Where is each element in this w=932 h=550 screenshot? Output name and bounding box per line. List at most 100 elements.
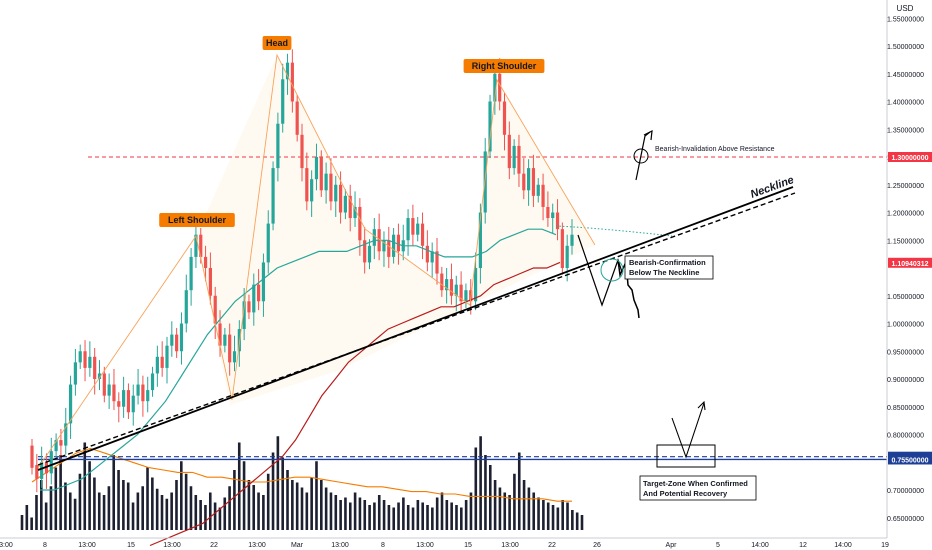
volume-bar — [165, 498, 169, 530]
candle-body — [478, 212, 482, 268]
head-label-box — [262, 36, 292, 50]
candle-body — [160, 356, 164, 368]
candle-body — [49, 451, 53, 474]
volume-bar — [421, 502, 424, 530]
confirmation-circle — [600, 258, 624, 282]
candle-body — [329, 173, 333, 202]
volume-bar — [566, 502, 569, 530]
candle-body — [203, 256, 208, 268]
candle-body — [44, 462, 49, 474]
candle-body — [150, 373, 155, 391]
price-tick-label: 1.05000000 — [887, 294, 924, 301]
candle-body — [338, 184, 343, 213]
volume-bar — [513, 473, 516, 530]
time-axis[interactable]: 13:00 8 13:00 15 13:00 22 13:00 Mar 13:00 8 13:00 1… — [0, 537, 889, 549]
candle-body — [247, 301, 251, 313]
time-tick-label: 26 — [593, 542, 601, 549]
volume-bar — [344, 497, 347, 530]
candle-body — [565, 245, 569, 268]
candle-body — [464, 290, 468, 302]
invalidation-circle — [633, 148, 649, 164]
candle-body — [334, 184, 338, 202]
candle-body — [30, 445, 34, 468]
volume-bar — [334, 495, 338, 530]
candle-body — [555, 212, 560, 230]
candle-body — [536, 184, 540, 196]
candle-body — [531, 168, 536, 196]
recovery-path — [671, 402, 705, 459]
candle-body — [459, 284, 463, 302]
candle-body — [184, 290, 188, 324]
time-tick-label: 8 — [43, 542, 47, 549]
candle-body — [93, 356, 97, 379]
candle-body — [502, 101, 507, 135]
candle-body — [363, 240, 367, 263]
candle-body — [473, 268, 478, 302]
price-tick-label: 1.35000000 — [887, 127, 924, 134]
volume-bar — [257, 492, 260, 530]
volume-bar — [517, 452, 521, 530]
candle-body — [112, 384, 116, 402]
volume-bar — [237, 442, 241, 530]
candle-body — [165, 345, 169, 368]
volume-bar — [310, 477, 313, 530]
confirmation-box — [624, 255, 714, 280]
volume-bar — [59, 455, 62, 530]
candle-body — [252, 284, 256, 313]
volume-bar — [406, 505, 410, 530]
candle-body — [396, 234, 401, 252]
candle-body — [35, 465, 39, 479]
neckline-solid — [37, 186, 794, 471]
candle-body — [493, 73, 497, 102]
volume-bar — [160, 495, 164, 530]
candle-body — [541, 184, 545, 207]
volume-bar — [281, 457, 284, 530]
volume-bar — [411, 507, 415, 530]
left-shoulder-label: Left Shoulder — [168, 215, 226, 225]
candle-body — [343, 195, 347, 213]
projected-path — [577, 234, 623, 307]
volume-bar — [363, 500, 367, 530]
candle-body — [68, 384, 73, 424]
price-axis[interactable]: 1.55000000 1.50000000 1.45000000 1.40000000… — [886, 0, 932, 538]
volume-bar — [194, 495, 198, 530]
candle-body — [310, 179, 314, 202]
price-tick-label: 0.90000000 — [887, 377, 924, 384]
price-tick-label: 0.80000000 — [887, 433, 924, 440]
time-tick-label: Mar — [291, 542, 304, 549]
candle-body — [430, 251, 434, 263]
volume-bar — [324, 487, 328, 530]
volume-bar — [397, 502, 400, 530]
volume-bar — [199, 500, 202, 530]
right-shoulder-label: Right Shoulder — [472, 61, 537, 71]
volume-bar — [25, 505, 29, 530]
volume-bar — [213, 502, 217, 530]
invalidation-arrow-head — [643, 129, 653, 141]
volume-bar — [300, 487, 304, 530]
candle-body — [507, 134, 511, 169]
time-tick-label: 13:00 — [78, 542, 96, 549]
projected-candles — [617, 259, 640, 319]
volume-bar — [426, 505, 429, 530]
candle-body — [411, 218, 415, 235]
candle-body — [54, 440, 58, 452]
volume-bar — [112, 455, 116, 530]
candle-body — [59, 440, 63, 446]
candle-body — [78, 351, 82, 363]
candle-body — [314, 157, 319, 180]
candle-body — [570, 234, 574, 246]
candle-body — [305, 168, 309, 202]
time-tick-label: 15 — [127, 542, 135, 549]
volume-bar — [271, 452, 275, 530]
volume-bar — [262, 495, 265, 530]
candle-body — [420, 223, 425, 246]
moving-averages — [40, 225, 673, 547]
time-tick-label: 13:00 — [248, 542, 266, 549]
confirmation-label-1: Bearish-Confirmation — [629, 258, 706, 267]
volume-bar — [460, 507, 463, 530]
volume-bar — [353, 492, 357, 530]
candle-body — [522, 173, 526, 191]
volume-bar — [305, 492, 309, 530]
volume-bar — [49, 486, 53, 530]
